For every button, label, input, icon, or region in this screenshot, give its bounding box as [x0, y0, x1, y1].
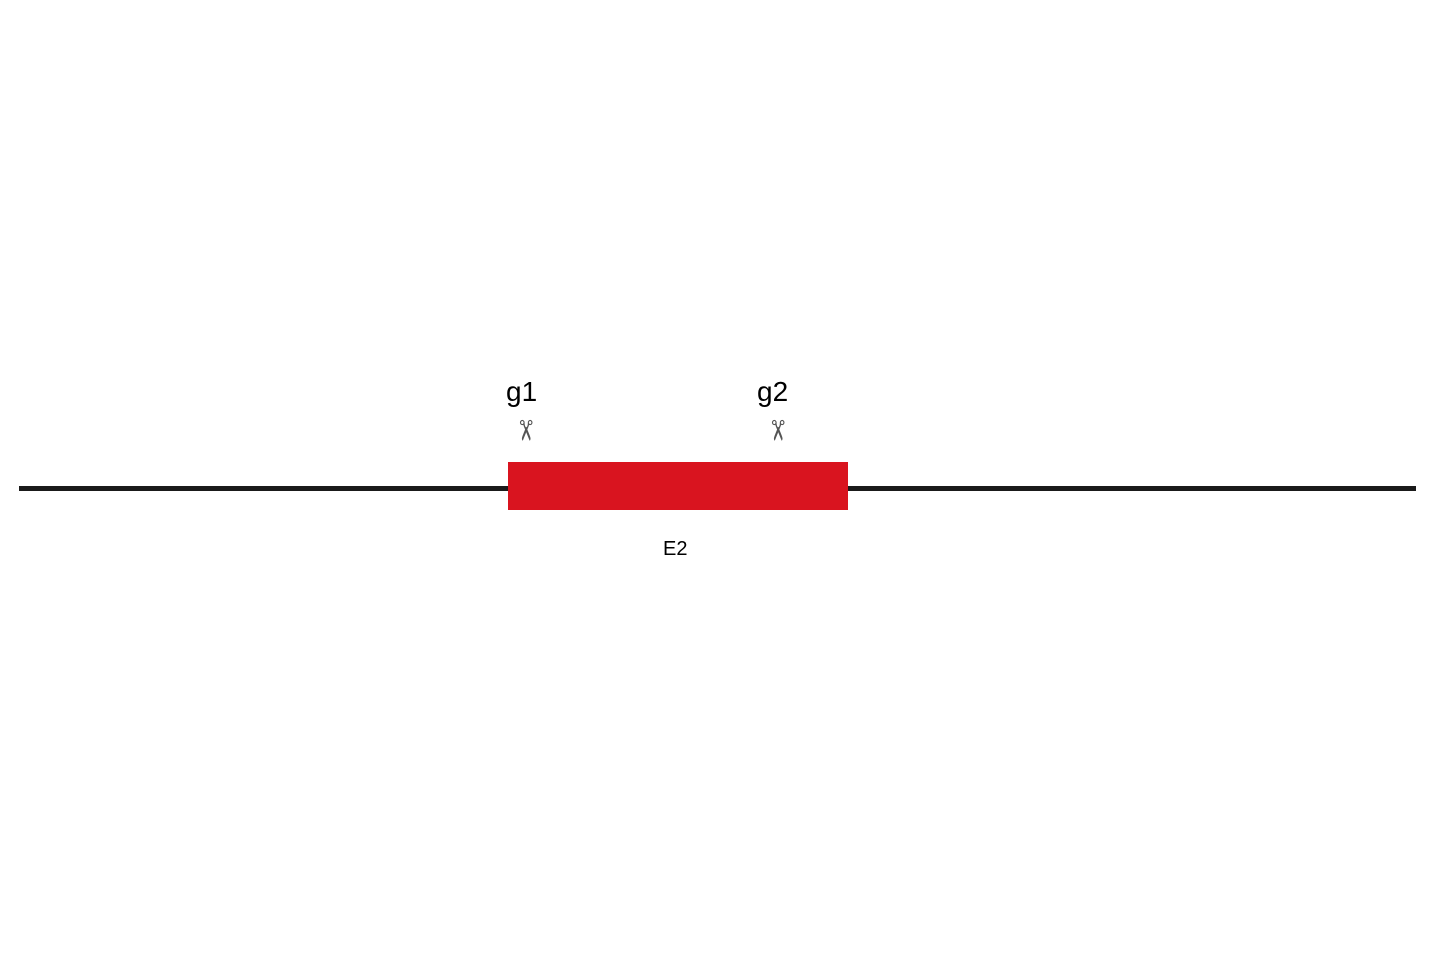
cut-site-label-g1: g1	[506, 376, 537, 408]
cut-site-label-g2: g2	[757, 376, 788, 408]
genome-line-right	[848, 486, 1416, 491]
scissors-icon: ✂	[761, 419, 794, 442]
exon-box	[508, 462, 848, 510]
genome-line-left	[19, 486, 508, 491]
scissors-icon: ✂	[509, 419, 542, 442]
exon-label: E2	[663, 538, 687, 561]
gene-diagram: E2 g1 ✂ g2 ✂	[0, 0, 1440, 960]
